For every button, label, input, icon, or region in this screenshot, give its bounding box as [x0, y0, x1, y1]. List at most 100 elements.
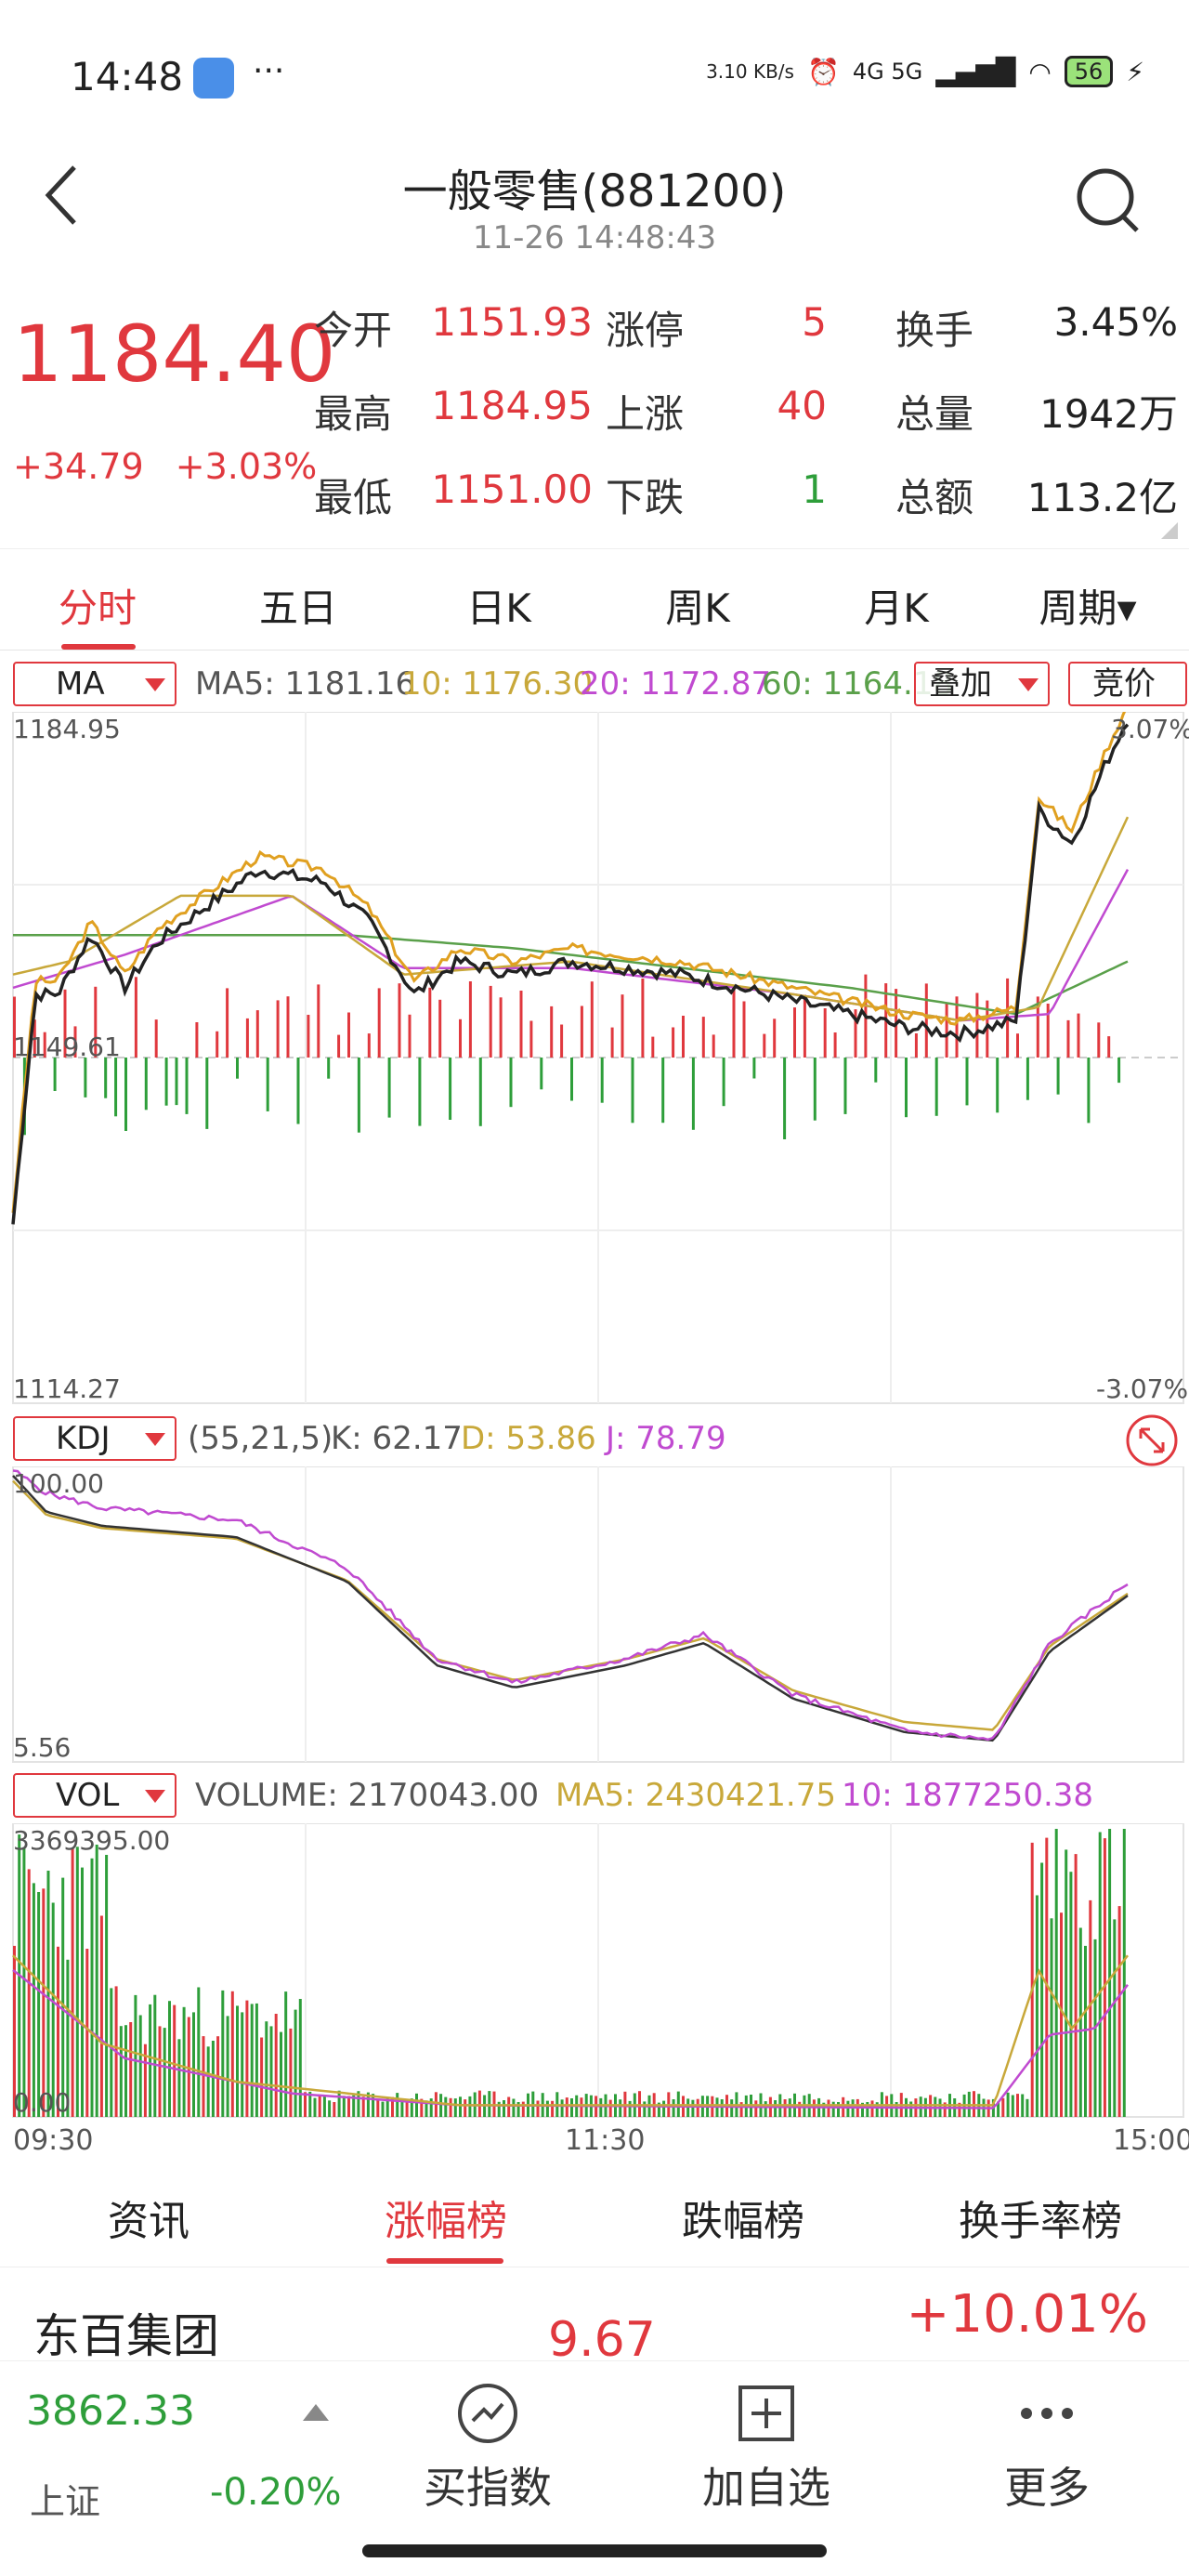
tab-turnover[interactable]: 换手率榜 [959, 2198, 1122, 2245]
tab-period-dropdown[interactable]: 周期▾ [1039, 585, 1137, 631]
tab-daily-k[interactable]: 日K [466, 585, 531, 631]
vol-indicator-select[interactable]: VOL [13, 1773, 176, 1818]
volume-bar [22, 1847, 26, 2117]
intraday-bar [1026, 1058, 1029, 1100]
volume-bar [202, 2036, 205, 2117]
intraday-bar [33, 1019, 36, 1058]
volume-bar [638, 2091, 641, 2117]
intraday-bar [134, 977, 137, 1058]
volume-bar [376, 2098, 380, 2117]
volume-bar [1021, 2094, 1025, 2117]
intraday-bar [803, 994, 806, 1058]
volume-bar [608, 2099, 612, 2117]
volume-bar [173, 2004, 176, 2117]
ma20-value: 20: 1172.87 [580, 665, 772, 703]
volume-bar [453, 2098, 457, 2117]
intraday-chart[interactable] [0, 712, 1189, 1405]
tab-gainers[interactable]: 涨幅榜 [385, 2198, 507, 2245]
pct-axis-bottom: -3.07% [1096, 1373, 1189, 1404]
intraday-bar [307, 1015, 310, 1058]
tab-news[interactable]: 资讯 [108, 2198, 189, 2245]
search-button[interactable] [1070, 164, 1144, 238]
fullscreen-icon[interactable] [1124, 1413, 1180, 1468]
volume-bar [99, 1915, 103, 2117]
volume-bar [1117, 1906, 1121, 2117]
volume-bar [565, 2097, 568, 2117]
volume-bar [1078, 1927, 1082, 2117]
bid-button[interactable]: 竞价 [1068, 662, 1187, 706]
quote-value: 1151.00 [431, 467, 593, 512]
kdj-label: KDJ [56, 1420, 111, 1457]
tab-five-day[interactable]: 五日 [258, 585, 337, 631]
volume-bar [429, 2098, 433, 2117]
quote-label: 今开 [314, 308, 393, 353]
quote-label: 换手 [895, 308, 974, 353]
overlay-label: 叠加 [929, 665, 992, 703]
volume-chart[interactable] [0, 1823, 1189, 2119]
kdj-indicator-select[interactable]: KDJ [13, 1416, 176, 1461]
volume-bar [580, 2097, 583, 2117]
status-time: 14:48 [71, 54, 184, 99]
more-notifications-icon: ··· [253, 52, 285, 90]
volume-bar [1016, 2094, 1019, 2117]
alarm-icon: ⏰ [806, 56, 840, 87]
intraday-bar [1036, 996, 1039, 1058]
vol-ma5-line [12, 1954, 1129, 2107]
intraday-bar [874, 1058, 878, 1083]
volume-bar [1084, 1945, 1087, 2117]
index-toggle-icon[interactable] [303, 2404, 329, 2421]
tab-losers[interactable]: 跌幅榜 [682, 2198, 804, 2245]
add-watchlist-button[interactable]: 加自选 [687, 2380, 845, 2516]
price-axis-bottom: 1114.27 [13, 1373, 121, 1404]
overlay-select[interactable]: 叠加 [914, 662, 1050, 706]
intraday-bar [1107, 1036, 1111, 1058]
intraday-bar [600, 1058, 604, 1103]
kdj-d-value: D: 53.86 [461, 1420, 596, 1457]
volume-bar [245, 2000, 249, 2117]
volume-bar [119, 2026, 123, 2117]
volume-bar [405, 2098, 409, 2117]
intraday-bar [955, 996, 959, 1058]
page-datetime: 11-26 14:48:43 [472, 219, 717, 256]
volume-bar [560, 2099, 564, 2117]
kdj-chart[interactable] [0, 1466, 1189, 1764]
main-indicator-select[interactable]: MA [13, 662, 176, 706]
intraday-bar [833, 1032, 837, 1058]
intraday-bar [459, 1019, 462, 1058]
volume-bar [75, 1847, 79, 2117]
intraday-bar [43, 1032, 46, 1058]
signal-label: 4G 5G [852, 59, 923, 85]
volume-bar [134, 1994, 137, 2117]
volume-bar [308, 2091, 312, 2117]
tab-monthly-k[interactable]: 月K [864, 585, 929, 631]
volume-bar [425, 2100, 428, 2117]
volume-bar [973, 2091, 975, 2117]
volume-bar [230, 1991, 234, 2117]
back-button[interactable] [37, 158, 93, 232]
home-indicator [362, 2544, 827, 2557]
volume-bar [105, 1855, 109, 2117]
expand-corner-icon[interactable] [1161, 522, 1178, 539]
vol-label: VOL [56, 1777, 120, 1814]
tab-intraday[interactable]: 分时 [58, 585, 137, 631]
status-icons: 3.10 KB/s ⏰ 4G 5G ▂▄▆█ ◠ 56 ⚡ [706, 56, 1144, 87]
volume-bar [870, 2100, 874, 2117]
stock-pct: +10.01% [906, 2284, 1148, 2345]
volume-bar [1050, 1918, 1053, 2117]
volume-bar [328, 2100, 332, 2117]
volume-bar [628, 2100, 632, 2117]
buy-index-button[interactable]: 买指数 [409, 2380, 567, 2516]
intraday-bar [509, 1058, 513, 1108]
intraday-bar [621, 994, 624, 1058]
quote-row: 今开 1151.93 涨停 5 换手 3.45% [314, 299, 1178, 383]
volume-bar [943, 2102, 947, 2117]
more-button[interactable]: 更多 [968, 2380, 1126, 2516]
intraday-bar [296, 1058, 300, 1124]
volume-bar [507, 2096, 511, 2117]
list-item[interactable]: 东百集团 9.67 +10.01% [0, 2267, 1189, 2368]
volume-bar [503, 2100, 505, 2117]
volume-bar [110, 1988, 113, 2117]
intraday-bar [661, 1058, 665, 1124]
intraday-bar [1016, 1033, 1019, 1058]
tab-weekly-k[interactable]: 周K [665, 585, 730, 631]
